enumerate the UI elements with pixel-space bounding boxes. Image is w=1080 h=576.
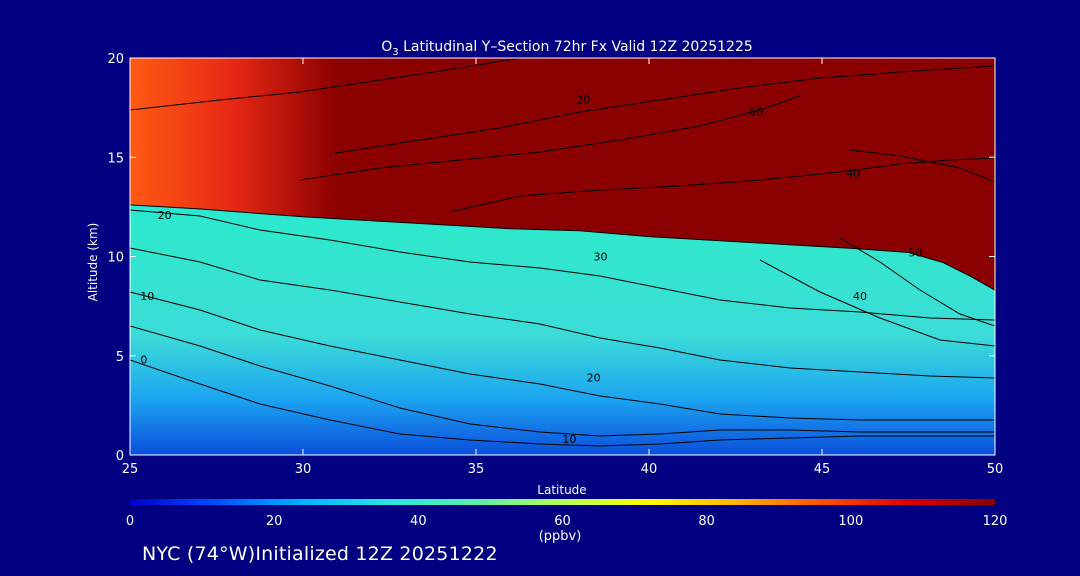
contour-line-stratosphere-a	[130, 58, 521, 111]
contour-line-mid-a	[130, 209, 995, 321]
stratosphere-field	[130, 58, 995, 291]
colorbar-tick-label-40: 40	[410, 514, 427, 529]
contour-label-3: 30	[594, 250, 608, 263]
contour-label-10: 40	[853, 290, 867, 303]
title-subscript: 3	[392, 47, 398, 58]
contour-line-low-b	[130, 359, 995, 447]
contour-label-6: 20	[576, 94, 590, 107]
contour-line-mid-b	[130, 247, 995, 379]
y-tick-label-20: 20	[107, 52, 124, 67]
contour-line-upper-east-a	[839, 237, 995, 327]
contour-labels: 20 10 0 30 20 10 20 50 40 50 40	[140, 94, 922, 446]
initialization-footer: NYC (74°W)Initialized 12Z 20251222	[142, 543, 498, 565]
contour-label-8: 40	[846, 167, 860, 180]
y-tick-label-15: 15	[107, 151, 124, 166]
tropopause-contour	[130, 204, 995, 291]
title-species: O	[381, 39, 392, 55]
contour-line-stratosphere-c	[299, 95, 801, 181]
contour-line-upper-east-b	[759, 259, 995, 347]
colorbar-tick-label-0: 0	[126, 514, 134, 529]
x-tick-label-45: 45	[814, 462, 831, 477]
y-tick-label-10: 10	[107, 251, 124, 266]
contour-label-2: 0	[140, 354, 147, 367]
x-axis-label: Latitude	[537, 483, 586, 497]
contour-label-4: 20	[587, 372, 601, 385]
colorbar-tick-label-20: 20	[266, 514, 283, 529]
contour-line-stratosphere-b	[329, 65, 995, 155]
contour-label-1: 10	[140, 290, 154, 303]
y-axis-label: Altitude (km)	[86, 223, 100, 302]
contour-label-0: 20	[158, 209, 172, 222]
x-axis-ticks: 25 30 35 40 45 50	[122, 58, 1004, 477]
x-tick-label-50: 50	[987, 462, 1004, 477]
contour-line-low-a	[130, 325, 995, 437]
x-tick-label-30: 30	[295, 462, 312, 477]
contour-line-stratosphere-e	[849, 149, 995, 183]
y-tick-label-0: 0	[116, 449, 124, 464]
colorbar	[130, 499, 995, 505]
colorbar-ticks: 0 20 40 60 80 100 120	[126, 514, 1008, 529]
colorbar-unit-label: (ppbv)	[539, 529, 582, 544]
colorbar-tick-label-120: 120	[983, 514, 1008, 529]
x-tick-label-25: 25	[122, 462, 139, 477]
x-tick-label-35: 35	[468, 462, 485, 477]
contour-label-7: 50	[749, 106, 763, 119]
contour-label-9: 50	[908, 247, 922, 260]
y-tick-label-5: 5	[116, 350, 124, 365]
y-axis-ticks: 0 5 10 15 20	[107, 52, 995, 464]
contour-line-stratosphere-d	[449, 157, 995, 213]
plot-area: 20 10 0 30 20 10 20 50 40 50 40	[130, 58, 995, 455]
contour-line-mid-c	[130, 291, 995, 421]
contour-label-5: 10	[562, 433, 576, 446]
title-rest: Latitudinal Y–Section 72hr Fx Valid 12Z …	[399, 39, 753, 55]
colorbar-tick-label-60: 60	[554, 514, 571, 529]
colorbar-tick-label-100: 100	[838, 514, 863, 529]
x-tick-label-40: 40	[641, 462, 658, 477]
contour-lines	[130, 58, 995, 447]
colorbar-tick-label-80: 80	[698, 514, 715, 529]
chart-title: O3 Latitudinal Y–Section 72hr Fx Valid 1…	[381, 39, 753, 58]
